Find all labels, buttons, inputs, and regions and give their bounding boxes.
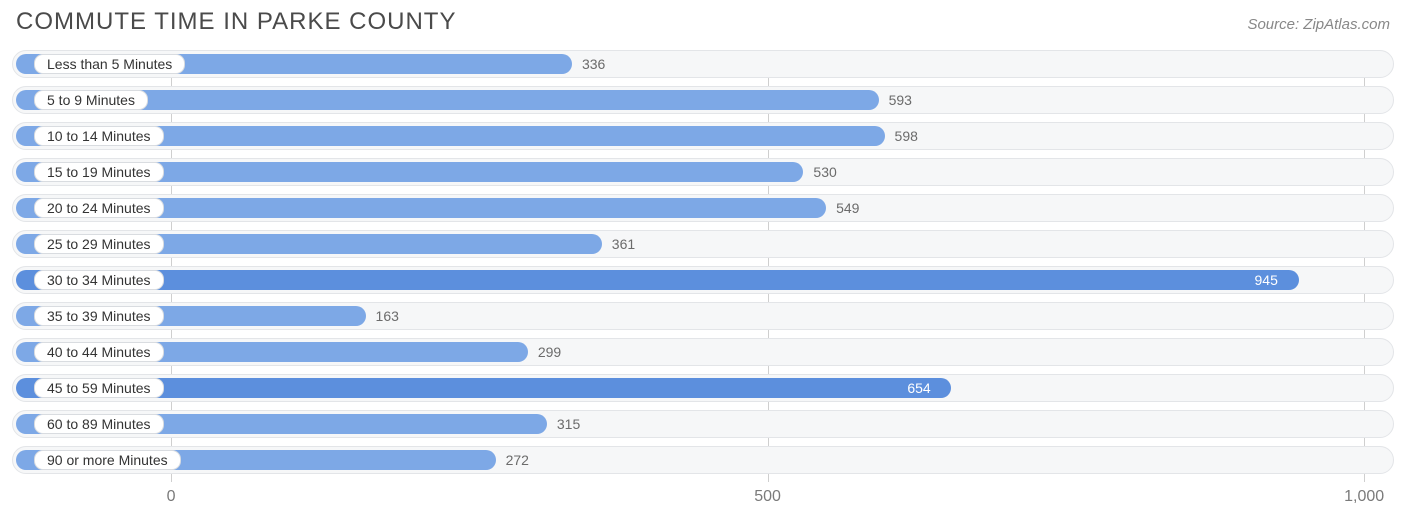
category-pill: 15 to 19 Minutes — [34, 162, 164, 182]
category-pill: 5 to 9 Minutes — [34, 90, 148, 110]
category-pill: 25 to 29 Minutes — [34, 234, 164, 254]
bar-value: 654 — [907, 374, 930, 402]
bar-value: 361 — [612, 230, 635, 258]
bar-row: 25 to 29 Minutes 361 — [12, 230, 1394, 258]
chart-title: COMMUTE TIME IN PARKE COUNTY — [16, 8, 456, 36]
category-pill: 10 to 14 Minutes — [34, 126, 164, 146]
bar-row: 5 to 9 Minutes 593 — [12, 86, 1394, 114]
category-pill: 90 or more Minutes — [34, 450, 181, 470]
bar-row: 20 to 24 Minutes 549 — [12, 194, 1394, 222]
bar-value: 336 — [582, 50, 605, 78]
chart-header: COMMUTE TIME IN PARKE COUNTY Source: Zip… — [12, 8, 1394, 36]
chart-source: Source: ZipAtlas.com — [1247, 16, 1390, 33]
bar-row: 60 to 89 Minutes 315 — [12, 410, 1394, 438]
category-pill: 30 to 34 Minutes — [34, 270, 164, 290]
category-pill: 35 to 39 Minutes — [34, 306, 164, 326]
bar-value: 945 — [1255, 266, 1278, 294]
bar-row: 10 to 14 Minutes 598 — [12, 122, 1394, 150]
category-pill: 60 to 89 Minutes — [34, 414, 164, 434]
bar-value: 163 — [376, 302, 399, 330]
bar-row: 35 to 39 Minutes 163 — [12, 302, 1394, 330]
bar-value: 593 — [889, 86, 912, 114]
bar-value: 598 — [895, 122, 918, 150]
bar-row: 30 to 34 Minutes 945 — [12, 266, 1394, 294]
category-pill: 45 to 59 Minutes — [34, 378, 164, 398]
category-pill: 40 to 44 Minutes — [34, 342, 164, 362]
x-tick-label: 1,000 — [1344, 488, 1384, 506]
bar-value: 315 — [557, 410, 580, 438]
bar-value: 530 — [813, 158, 836, 186]
x-axis: 0 500 1,000 — [12, 484, 1394, 512]
bar-value: 549 — [836, 194, 859, 222]
bar-value: 272 — [506, 446, 529, 474]
bar-row: 40 to 44 Minutes 299 — [12, 338, 1394, 366]
bars-layer: Less than 5 Minutes 336 5 to 9 Minutes 593 1… — [12, 50, 1394, 474]
x-tick-label: 500 — [754, 488, 781, 506]
bar-row: 15 to 19 Minutes 530 — [12, 158, 1394, 186]
plot-area: Less than 5 Minutes 336 5 to 9 Minutes 593 1… — [12, 50, 1394, 482]
bar-value: 299 — [538, 338, 561, 366]
bar-row: 90 or more Minutes 272 — [12, 446, 1394, 474]
category-pill: Less than 5 Minutes — [34, 54, 185, 74]
x-tick-label: 0 — [167, 488, 176, 506]
bar-row: 45 to 59 Minutes 654 — [12, 374, 1394, 402]
category-pill: 20 to 24 Minutes — [34, 198, 164, 218]
commute-chart: COMMUTE TIME IN PARKE COUNTY Source: Zip… — [0, 0, 1406, 523]
bar-row: Less than 5 Minutes 336 — [12, 50, 1394, 78]
bar-fill — [16, 270, 1299, 290]
